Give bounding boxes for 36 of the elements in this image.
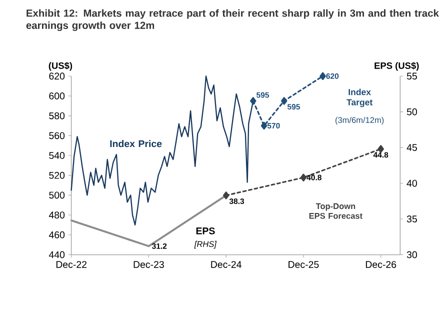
y2-tick-label: 45 (406, 144, 417, 151)
point (222, 191, 230, 200)
annotation: (3m/6m/12m) (336, 116, 384, 124)
y-tick-label: 520 (49, 172, 65, 179)
y2-axis-title: EPS (US$) (374, 62, 419, 71)
y-tick-label: 580 (49, 112, 65, 120)
x-tick-label: Dec-26 (366, 260, 396, 268)
y2-tick-label: 55 (406, 72, 417, 80)
series-label: EPS (196, 227, 215, 234)
point (280, 96, 288, 105)
text: Top-Down EPS Forecast (309, 203, 362, 219)
point (260, 122, 268, 130)
annotation: [RHS] (194, 240, 217, 248)
series-label: Index Price (110, 140, 162, 148)
x-tick-label: Dec-23 (134, 260, 164, 268)
point (320, 72, 326, 80)
x-tick-label: Dec-24 (211, 260, 242, 268)
point (300, 174, 307, 182)
y-tick-label: 440 (48, 251, 65, 258)
point (250, 96, 256, 105)
chart-title: Exhibit 12: Markets may retrace part of their recent sharp rally in 3m and then track earnings growth over 12m (26, 9, 439, 31)
y2-tick-label: 35 (406, 215, 417, 222)
text: Index Target (346, 88, 372, 108)
y-tick-label: 600 (49, 92, 65, 100)
x-tick-label: Dec-22 (56, 260, 86, 268)
y-tick-label: 500 (49, 192, 65, 198)
y2-tick-label: 30 (406, 251, 417, 258)
y-tick-label: 460 (48, 231, 65, 238)
y2-tick-label: 50 (406, 108, 417, 116)
y-axis-title: (US$) (48, 62, 72, 71)
y-tick-label: 560 (49, 132, 65, 139)
y2-tick-label: 40 (406, 180, 417, 187)
y-tick-label: 540 (49, 152, 65, 159)
y-tick-label: 480 (48, 211, 65, 218)
x-tick-label: Dec-25 (288, 260, 319, 268)
y-tick-label: 620 (49, 72, 65, 80)
